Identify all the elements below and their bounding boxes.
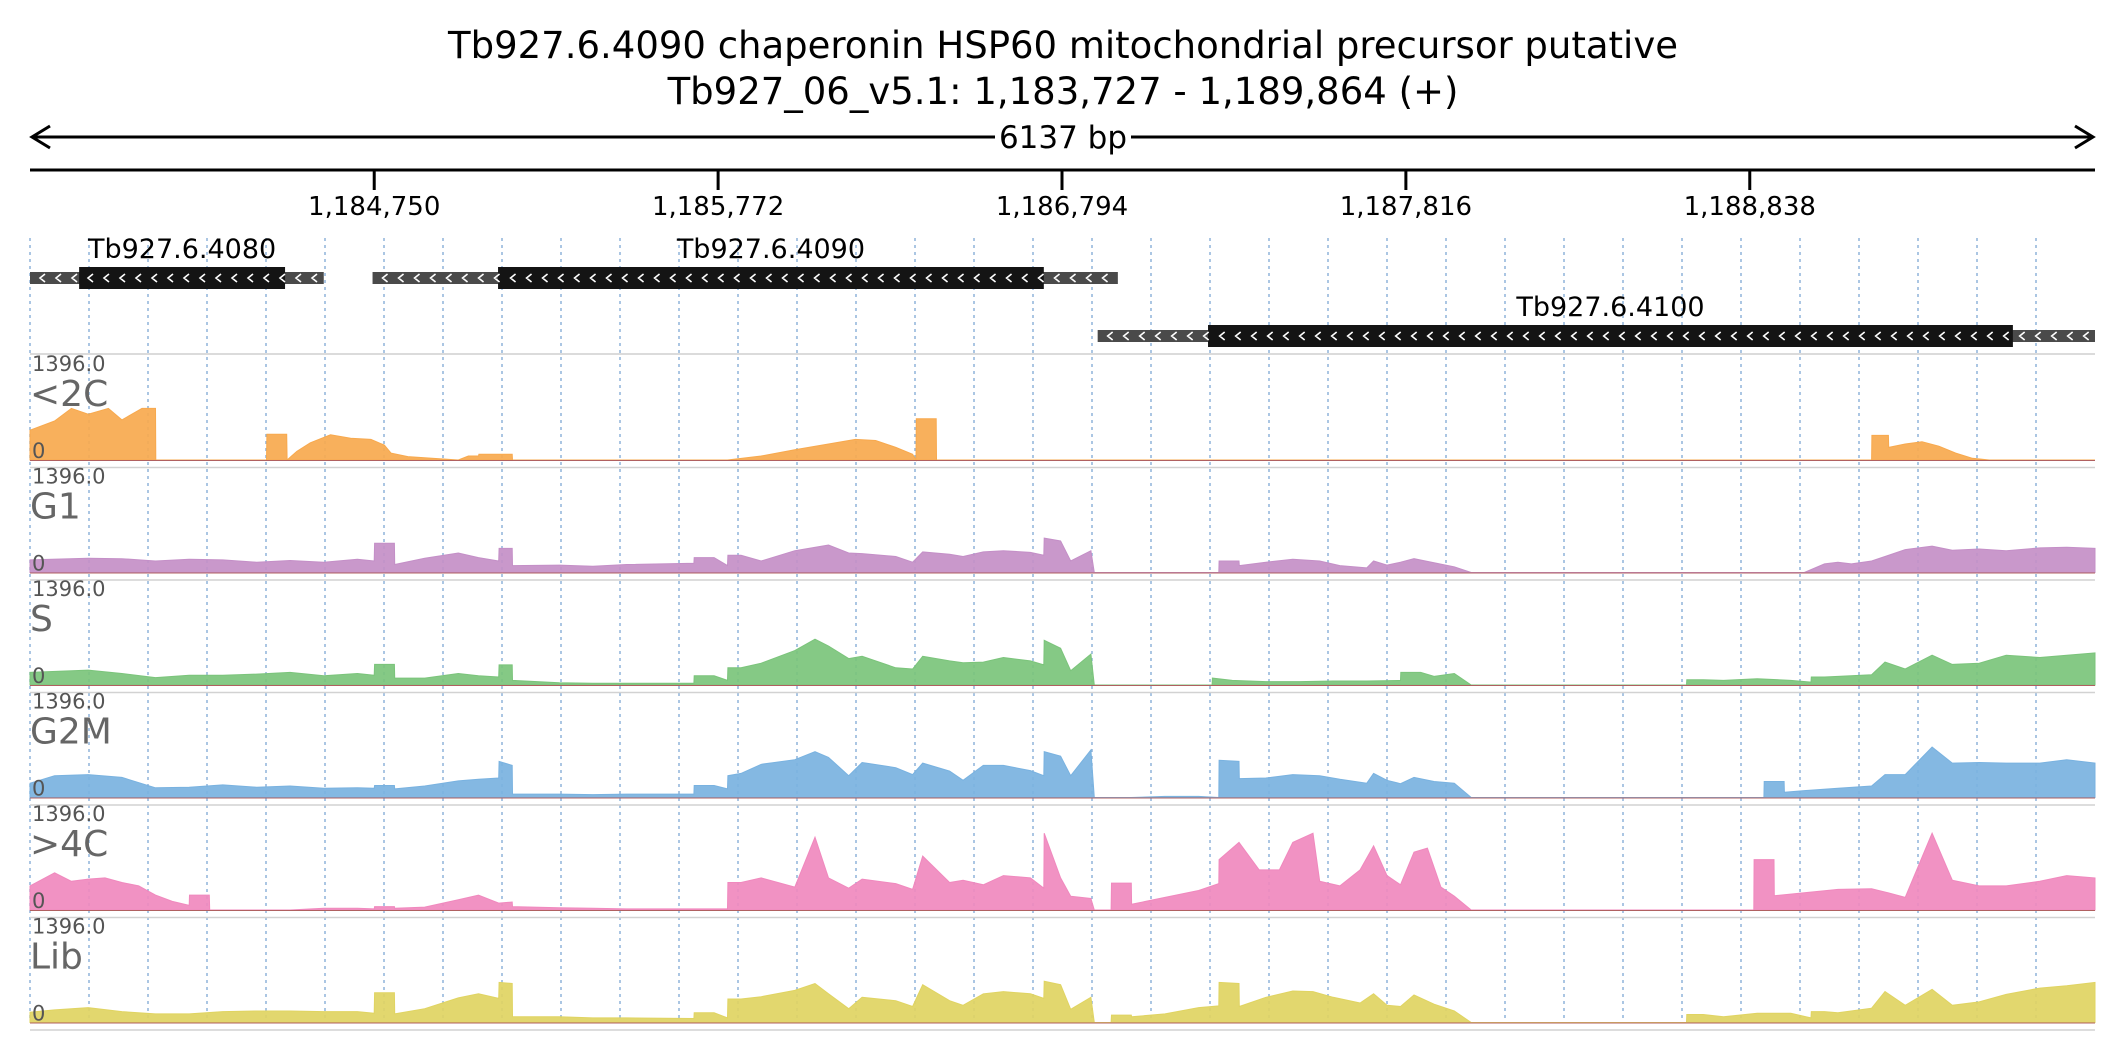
track-max-label: 1396.0 <box>32 915 105 939</box>
coverage-area <box>29 638 2096 686</box>
x-tick-label: 1,186,794 <box>996 192 1128 222</box>
gene-strand-arrows <box>1106 331 2090 341</box>
gene-cds <box>79 267 286 289</box>
track-max-label: 1396.0 <box>32 465 105 489</box>
gene-strand-arrows <box>381 273 1109 283</box>
coverage-tracks: 1396.00<2C1396.00G11396.00S1396.00G2M139… <box>29 352 2096 1031</box>
chart-title: Tb927.6.4090 chaperonin HSP60 mitochondr… <box>447 24 1678 67</box>
span-arrow-left-head <box>29 124 51 150</box>
gene-label: Tb927.6.4090 <box>676 234 865 265</box>
track-zero-label: 0 <box>32 664 45 688</box>
track-4: 1396.0 0 G2M <box>29 690 2096 806</box>
x-tick-label: 1,184,750 <box>308 192 440 222</box>
x-tick-label: 1,187,816 <box>1340 192 1472 222</box>
coverage-area <box>29 746 2096 799</box>
gene-track: Tb927.6.4080 Tb927.6.4090 Tb927.6.4100 <box>30 234 2095 355</box>
span-arrow-right-head <box>2074 124 2096 150</box>
track-zero-label: 0 <box>32 777 45 801</box>
track-6: 1396.0 0 Lib <box>29 915 2096 1031</box>
span-arrow <box>29 124 2096 150</box>
coverage-area <box>29 407 2095 462</box>
gene-Tb927-6-4100: Tb927.6.4100 <box>1097 292 2095 347</box>
coverage-area <box>29 831 2096 911</box>
gene-label: Tb927.6.4080 <box>87 234 276 265</box>
track-2: 1396.0 0 G1 <box>29 465 2096 581</box>
gene-cds <box>498 267 1044 289</box>
track-1: 1396.0 0 <2C <box>29 352 2095 469</box>
track-zero-label: 0 <box>32 439 45 463</box>
track-name: >4C <box>30 824 108 865</box>
track-name: G1 <box>30 487 81 528</box>
x-tick-label: 1,188,838 <box>1684 192 1816 222</box>
track-max-label: 1396.0 <box>32 577 105 601</box>
track-zero-label: 0 <box>32 1002 45 1026</box>
track-name: G2M <box>30 712 112 753</box>
gene-strand-arrows <box>38 273 318 283</box>
x-tick-label: 1,185,772 <box>652 192 784 222</box>
track-name: Lib <box>30 937 83 978</box>
track-max-label: 1396.0 <box>32 802 105 826</box>
track-zero-label: 0 <box>32 889 45 913</box>
track-name: <2C <box>30 374 108 415</box>
span-label: 6137 bp <box>999 120 1127 156</box>
coverage-area <box>29 537 2096 573</box>
x-axis-ticks: 1,184,750 1,185,772 1,186,794 1,187,816 1,18… <box>308 170 1816 222</box>
track-max-label: 1396.0 <box>32 352 105 376</box>
gene-cds <box>1208 325 2013 347</box>
track-max-label: 1396.0 <box>32 690 105 714</box>
gene-Tb927-6-4080: Tb927.6.4080 <box>30 234 324 289</box>
coverage-area <box>29 980 2096 1023</box>
gene-Tb927-6-4090: Tb927.6.4090 <box>372 234 1118 289</box>
track-zero-label: 0 <box>32 552 45 576</box>
chart-subtitle: Tb927_06_v5.1: 1,183,727 - 1,189,864 (+) <box>667 70 1459 113</box>
track-5: 1396.0 0 >4C <box>29 802 2096 919</box>
gene-label: Tb927.6.4100 <box>1515 292 1704 323</box>
track-name: S <box>30 599 53 640</box>
track-3: 1396.0 0 S <box>29 577 2096 694</box>
